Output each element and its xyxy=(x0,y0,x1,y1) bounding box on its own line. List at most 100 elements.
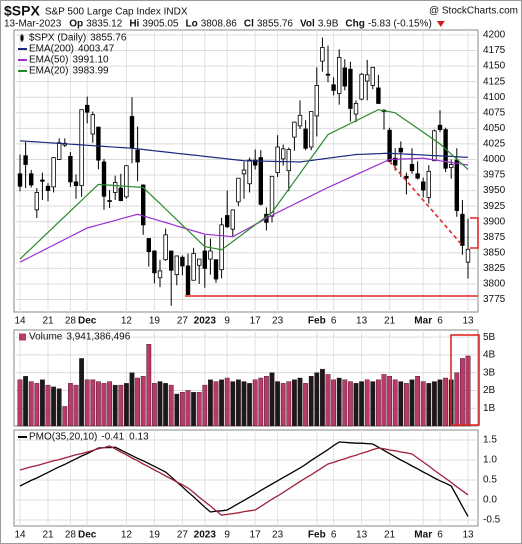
y-tick-label: 3775 xyxy=(483,294,506,305)
volume-bar xyxy=(320,368,325,427)
volume-bar xyxy=(264,376,269,427)
volume-bar xyxy=(303,383,308,427)
y-tick-label: 3B xyxy=(483,367,496,378)
y-tick-label: 4075 xyxy=(483,107,506,118)
volume-highlight xyxy=(450,334,480,426)
volume-bar xyxy=(40,379,45,427)
volume-bar xyxy=(135,377,140,427)
x-tick-label: 13 xyxy=(462,316,474,327)
y-tick-label: 3975 xyxy=(483,170,506,181)
candle-body xyxy=(17,173,23,187)
volume-bar xyxy=(314,372,320,427)
candle-body xyxy=(415,173,420,179)
candle-body xyxy=(230,209,235,230)
volume-bar xyxy=(336,377,342,427)
volume-bar xyxy=(348,381,353,427)
x-tick-label: 23 xyxy=(272,316,284,327)
volume-bar xyxy=(258,377,264,427)
x-tick-label: Mar xyxy=(414,316,432,327)
stat-label: Hi xyxy=(129,19,139,30)
candle-body xyxy=(387,129,392,162)
candle-body xyxy=(348,68,353,109)
y-tick-label: 4150 xyxy=(483,61,506,72)
candle-body xyxy=(420,181,426,191)
source: @ StockCharts.com xyxy=(429,6,518,17)
volume-bar xyxy=(364,379,370,427)
y-tick-label: 3825 xyxy=(483,263,506,274)
x-tick-label: 6 xyxy=(437,316,443,327)
legend-value: 3983.99 xyxy=(72,66,109,77)
candle-body xyxy=(303,128,308,149)
range-bracket xyxy=(470,217,479,249)
x-tick-label: 28 xyxy=(65,530,77,541)
candle-body xyxy=(180,256,185,267)
x-tick-label: 6 xyxy=(331,530,337,541)
y-tick-label: 3800 xyxy=(483,279,506,290)
x-tick-label: Dec xyxy=(78,316,97,327)
stat-value: 3835.12 xyxy=(86,19,123,30)
volume-bar xyxy=(151,383,157,427)
y-tick-label: 1B xyxy=(483,403,496,414)
stat-value: 3.9B xyxy=(318,19,339,30)
trend-line xyxy=(388,160,464,246)
x-tick-label: 27 xyxy=(177,530,189,541)
candle-body xyxy=(191,253,196,281)
volume-bar xyxy=(213,381,219,427)
x-tick-label: 21 xyxy=(42,530,54,541)
candle-body xyxy=(297,114,303,127)
y-tick-label: 4000 xyxy=(483,154,506,165)
volume-bar xyxy=(90,379,96,427)
legend-value: 4003.47 xyxy=(78,44,115,55)
legend-label: Volume xyxy=(29,332,63,343)
grid-layer xyxy=(13,29,479,527)
line-series xyxy=(19,109,469,260)
candle-body xyxy=(247,159,252,185)
candle-body xyxy=(370,66,375,86)
volume-bar xyxy=(62,406,68,427)
y-tick-label: 4200 xyxy=(483,30,506,41)
volume-bar xyxy=(342,379,348,427)
candle-body xyxy=(448,164,454,168)
x-tick-label: 2023 xyxy=(194,530,217,541)
volume-bar xyxy=(224,377,230,427)
symbol: $SPX xyxy=(4,3,40,19)
stat-value: 3855.76 xyxy=(257,19,294,30)
volume-bar xyxy=(174,393,180,427)
line-series xyxy=(19,445,469,516)
x-tick-label: 17 xyxy=(250,530,262,541)
candle-body xyxy=(252,159,258,166)
y-tick-label: 0.0 xyxy=(483,495,497,506)
volume-bar xyxy=(426,383,432,427)
x-tick-label: 14 xyxy=(14,316,26,327)
volume-bar xyxy=(465,355,471,427)
candle-body xyxy=(213,259,219,280)
quote-date: 13-Mar-2023 xyxy=(4,19,62,30)
x-tick-label: 19 xyxy=(149,316,161,327)
y-tick-label: 4050 xyxy=(483,123,506,134)
candle-body xyxy=(308,111,314,148)
candle-body xyxy=(196,258,202,266)
text-layer: $SPX S&P 500 Large Cap Index INDX @ StockC… xyxy=(4,3,518,541)
legend-label: $SPX (Daily) xyxy=(29,33,86,44)
candle-body xyxy=(404,175,409,179)
candle-body xyxy=(241,169,247,175)
candle-body xyxy=(437,124,443,131)
candle-body xyxy=(460,213,465,246)
candle-body xyxy=(51,157,56,188)
volume-bar xyxy=(415,376,420,427)
candle-body xyxy=(124,165,129,198)
volume-bar xyxy=(230,381,236,427)
x-tick-label: 28 xyxy=(65,316,77,327)
volume-bar xyxy=(17,379,23,427)
volume-bar xyxy=(191,392,196,427)
candle-body xyxy=(275,146,280,173)
candle-body xyxy=(45,185,51,192)
candle-body xyxy=(398,147,403,153)
candle-body xyxy=(336,56,342,94)
volume-bar xyxy=(353,383,359,427)
x-tick-label: 6 xyxy=(331,316,337,327)
candle-body xyxy=(57,142,62,160)
volume-bar xyxy=(359,381,364,427)
legend-value: 0.13 xyxy=(129,432,149,443)
volume-bar xyxy=(179,392,185,427)
